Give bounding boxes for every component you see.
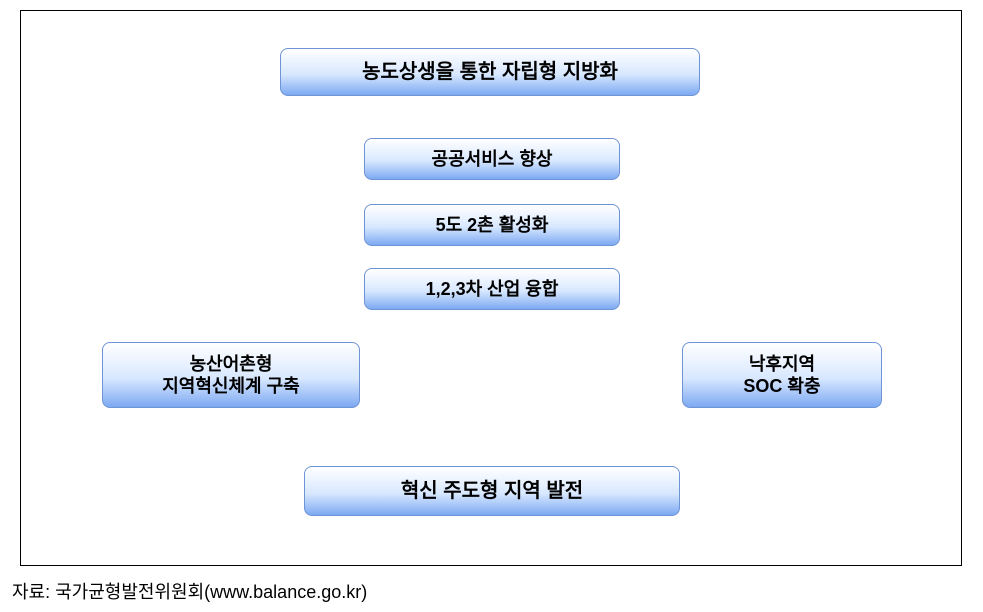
box-mid-2: 5도 2촌 활성화 <box>364 204 620 246</box>
box-right-box: 낙후지역 SOC 확충 <box>682 342 882 408</box>
box-left-box: 농산어촌형 지역혁신체계 구축 <box>102 342 360 408</box>
box-bottom-box: 혁신 주도형 지역 발전 <box>304 466 680 516</box>
source-caption: 자료: 국가균형발전위원회(www.balance.go.kr) <box>12 578 367 604</box>
box-mid-1: 공공서비스 향상 <box>364 138 620 180</box>
box-mid-3: 1,2,3차 산업 융합 <box>364 268 620 310</box>
box-top-title: 농도상생을 통한 자립형 지방화 <box>280 48 700 96</box>
